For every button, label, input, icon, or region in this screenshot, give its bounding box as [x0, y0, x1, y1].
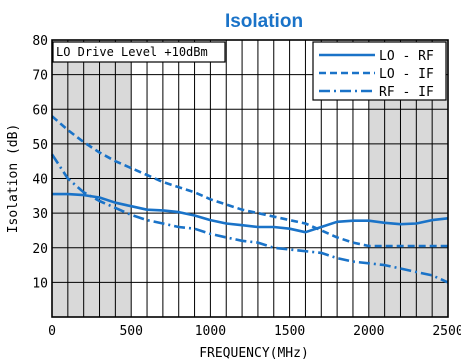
- legend-label-2: LO - IF: [379, 67, 434, 82]
- x-tick-label: 1000: [195, 324, 226, 339]
- x-tick-label: 2000: [353, 324, 384, 339]
- chart-title: Isolation: [225, 11, 303, 32]
- plot-frame: [51, 39, 449, 318]
- x-tick-label: 500: [119, 324, 142, 339]
- y-tick-label: 40: [32, 173, 48, 188]
- series-line-1: [52, 192, 449, 234]
- x-tick-label: 1500: [274, 324, 305, 339]
- legend: LO - RF LO - IF RF - IF: [312, 41, 447, 101]
- series-line-3: [50, 153, 449, 284]
- series-line-2: [51, 115, 448, 248]
- y-tick-label: 10: [32, 276, 48, 291]
- annotation-box: LO Drive Level +10dBm: [52, 41, 226, 63]
- data-series: [50, 115, 449, 284]
- legend-label-3: RF - IF: [379, 85, 434, 100]
- y-tick-label: 20: [32, 242, 48, 257]
- tick-labels: 0 500 1000 1500 2000 2500 10 20 30 40 50 60 70 80: [32, 34, 461, 339]
- x-axis-label: FREQUENCY(MHz): [199, 346, 309, 361]
- y-axis-label: Isolation (dB): [6, 124, 21, 234]
- y-tick-label: 50: [32, 138, 48, 153]
- drive-level-annotation: LO Drive Level +10dBm: [56, 45, 208, 59]
- y-tick-label: 60: [32, 103, 48, 118]
- y-tick-label: 80: [32, 34, 48, 49]
- x-tick-label: 2500: [432, 324, 461, 339]
- y-tick-label: 30: [32, 207, 48, 222]
- x-tick-label: 0: [48, 324, 56, 339]
- legend-label-1: LO - RF: [379, 49, 434, 64]
- y-tick-label: 70: [32, 69, 48, 84]
